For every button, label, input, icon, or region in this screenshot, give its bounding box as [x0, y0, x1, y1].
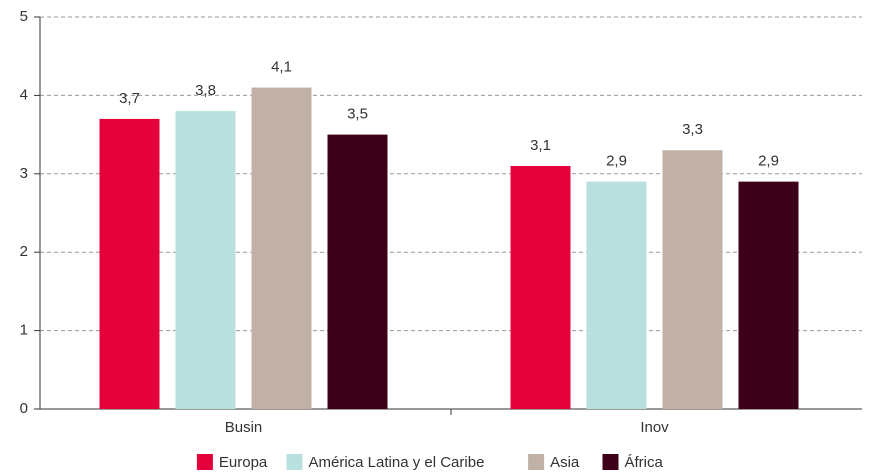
bar: [99, 118, 160, 410]
legend-label: África: [625, 454, 664, 471]
y-tick-label: 3: [20, 165, 28, 182]
y-tick-label: 2: [20, 243, 28, 260]
legend-label: América Latina y el Caribe: [309, 454, 485, 471]
legend-label: Europa: [219, 454, 268, 471]
value-label: 3,7: [119, 90, 140, 107]
value-label: 2,9: [758, 153, 779, 170]
bar: [327, 134, 388, 409]
legend-swatch: [286, 454, 303, 470]
y-tick-label: 5: [20, 8, 28, 25]
x-tick-label: Inov: [640, 419, 669, 436]
legend-swatch: [602, 454, 619, 470]
bar: [175, 111, 236, 409]
value-label: 3,5: [347, 106, 368, 123]
y-tick-label: 4: [20, 86, 28, 103]
value-label: 3,1: [530, 137, 551, 154]
bar: [586, 181, 647, 409]
y-tick-label: 1: [20, 322, 28, 339]
bar: [251, 87, 312, 409]
value-label: 3,8: [195, 82, 216, 99]
value-label: 2,9: [606, 153, 627, 170]
legend-swatch: [196, 454, 213, 470]
value-label: 4,1: [271, 59, 292, 76]
bar: [738, 181, 799, 409]
legend-swatch: [528, 454, 545, 470]
value-label: 3,3: [682, 121, 703, 138]
bar: [662, 150, 723, 409]
legend-label: Asia: [550, 454, 580, 471]
bar: [510, 165, 571, 409]
x-tick-label: Busin: [225, 419, 263, 436]
y-tick-label: 0: [20, 400, 28, 417]
